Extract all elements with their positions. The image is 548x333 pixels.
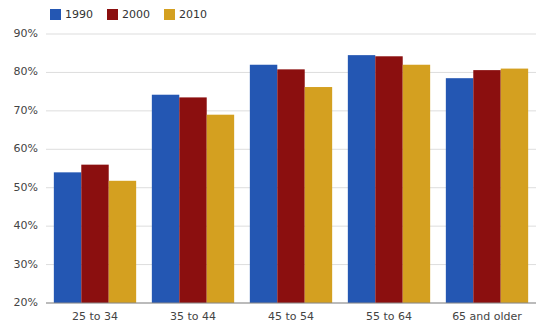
legend: 1990 2000 2010 <box>50 8 207 21</box>
y-tick-label: 30% <box>14 258 38 271</box>
bar <box>348 55 375 303</box>
y-tick-label: 60% <box>14 142 38 155</box>
legend-label: 1990 <box>65 8 93 21</box>
x-tick-label: 55 to 64 <box>366 310 412 323</box>
bar <box>250 65 277 303</box>
x-tick-label: 35 to 44 <box>170 310 216 323</box>
bar <box>375 56 402 303</box>
y-tick-label: 20% <box>14 296 38 309</box>
bar-series <box>54 55 473 303</box>
y-tick-label: 50% <box>14 181 38 194</box>
legend-swatch <box>107 9 118 20</box>
y-tick-label: 70% <box>14 104 38 117</box>
y-tick-label: 40% <box>14 219 38 232</box>
grid-line <box>46 34 536 35</box>
x-axis: 25 to 34 35 to 44 45 to 54 55 to 64 65 and o… <box>46 303 536 323</box>
y-tick-label: 90% <box>14 27 38 40</box>
grid-line <box>46 303 536 304</box>
bar <box>81 165 108 303</box>
y-axis: 20% 30% 40% 50% 60% 70% 80% 90% <box>14 27 38 309</box>
bar <box>473 70 500 303</box>
legend-label: 2000 <box>122 8 150 21</box>
bar <box>446 78 473 303</box>
bar <box>179 97 206 303</box>
legend-label: 2010 <box>179 8 207 21</box>
bar <box>403 65 430 303</box>
x-tick-label: 45 to 54 <box>268 310 314 323</box>
y-tick-label: 80% <box>14 65 38 78</box>
x-tick-label: 65 and older <box>452 310 522 323</box>
chart-container: 20% 30% 40% 50% 60% 70% 80% 90% 25 to 34 35 to 44… <box>0 0 548 333</box>
legend-swatch <box>164 9 175 20</box>
bar <box>501 69 528 303</box>
x-tick-label: 25 to 34 <box>72 310 118 323</box>
bar <box>54 172 81 303</box>
bar <box>109 181 136 303</box>
bar-series <box>81 56 500 303</box>
bar <box>152 95 179 303</box>
bar-series <box>109 65 528 303</box>
bar <box>305 87 332 303</box>
bar <box>277 69 304 303</box>
bars <box>54 55 528 303</box>
legend-swatch <box>50 9 61 20</box>
chart-svg: 20% 30% 40% 50% 60% 70% 80% 90% 25 to 34 35 to 44… <box>0 0 548 333</box>
bar <box>207 115 234 303</box>
x-axis-line <box>46 303 536 304</box>
